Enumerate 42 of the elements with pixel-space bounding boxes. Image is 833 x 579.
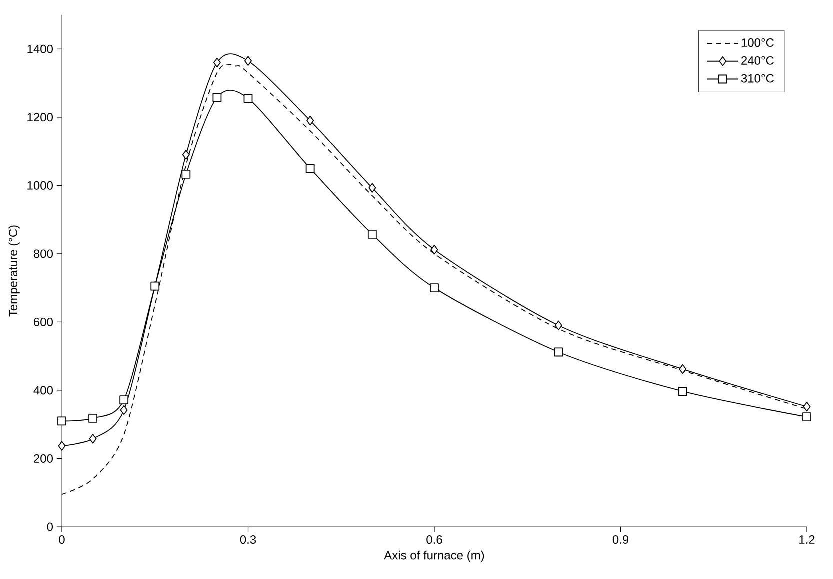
x-axis-title: Axis of furnace (m) [384,550,484,562]
y-tick-label: 1200 [28,113,53,122]
point [306,116,314,126]
y-tick-label: 0 [47,522,54,532]
point [802,412,812,422]
y-axis-title: Temperature (°C) [8,226,20,317]
point [244,94,253,104]
x-tick-label: 0.6 [426,536,442,544]
point [554,348,564,357]
point [679,364,687,374]
legend-label: 100°C [742,38,774,48]
y-tick-label: 800 [34,250,53,258]
point [368,230,377,239]
point [58,441,66,451]
legend-label: 310°C [741,74,774,83]
y-tick-label: 400 [34,386,53,395]
point [430,284,439,293]
point [803,402,811,412]
x-tick-label: 0.9 [612,536,629,544]
point [120,396,129,404]
y-tick-label: 600 [34,318,53,326]
point [58,416,66,426]
legend-label: 240°C [742,56,774,65]
x-tick-label: 0.3 [240,536,256,544]
point [182,170,191,179]
point [368,183,376,193]
point [182,150,190,160]
y-tick-label: 200 [34,454,53,463]
x-tick-label: 1.2 [800,536,815,544]
y-tick-label: 1400 [28,44,53,54]
point [678,387,688,396]
point [430,244,438,255]
point [88,414,98,423]
x-tick-label: 0 [59,536,65,544]
y-tick-label: 1000 [28,181,53,190]
point [244,56,252,66]
point [212,93,222,102]
point [554,320,562,330]
point [89,434,97,444]
point [120,405,128,416]
point [213,58,221,68]
point [306,164,315,174]
